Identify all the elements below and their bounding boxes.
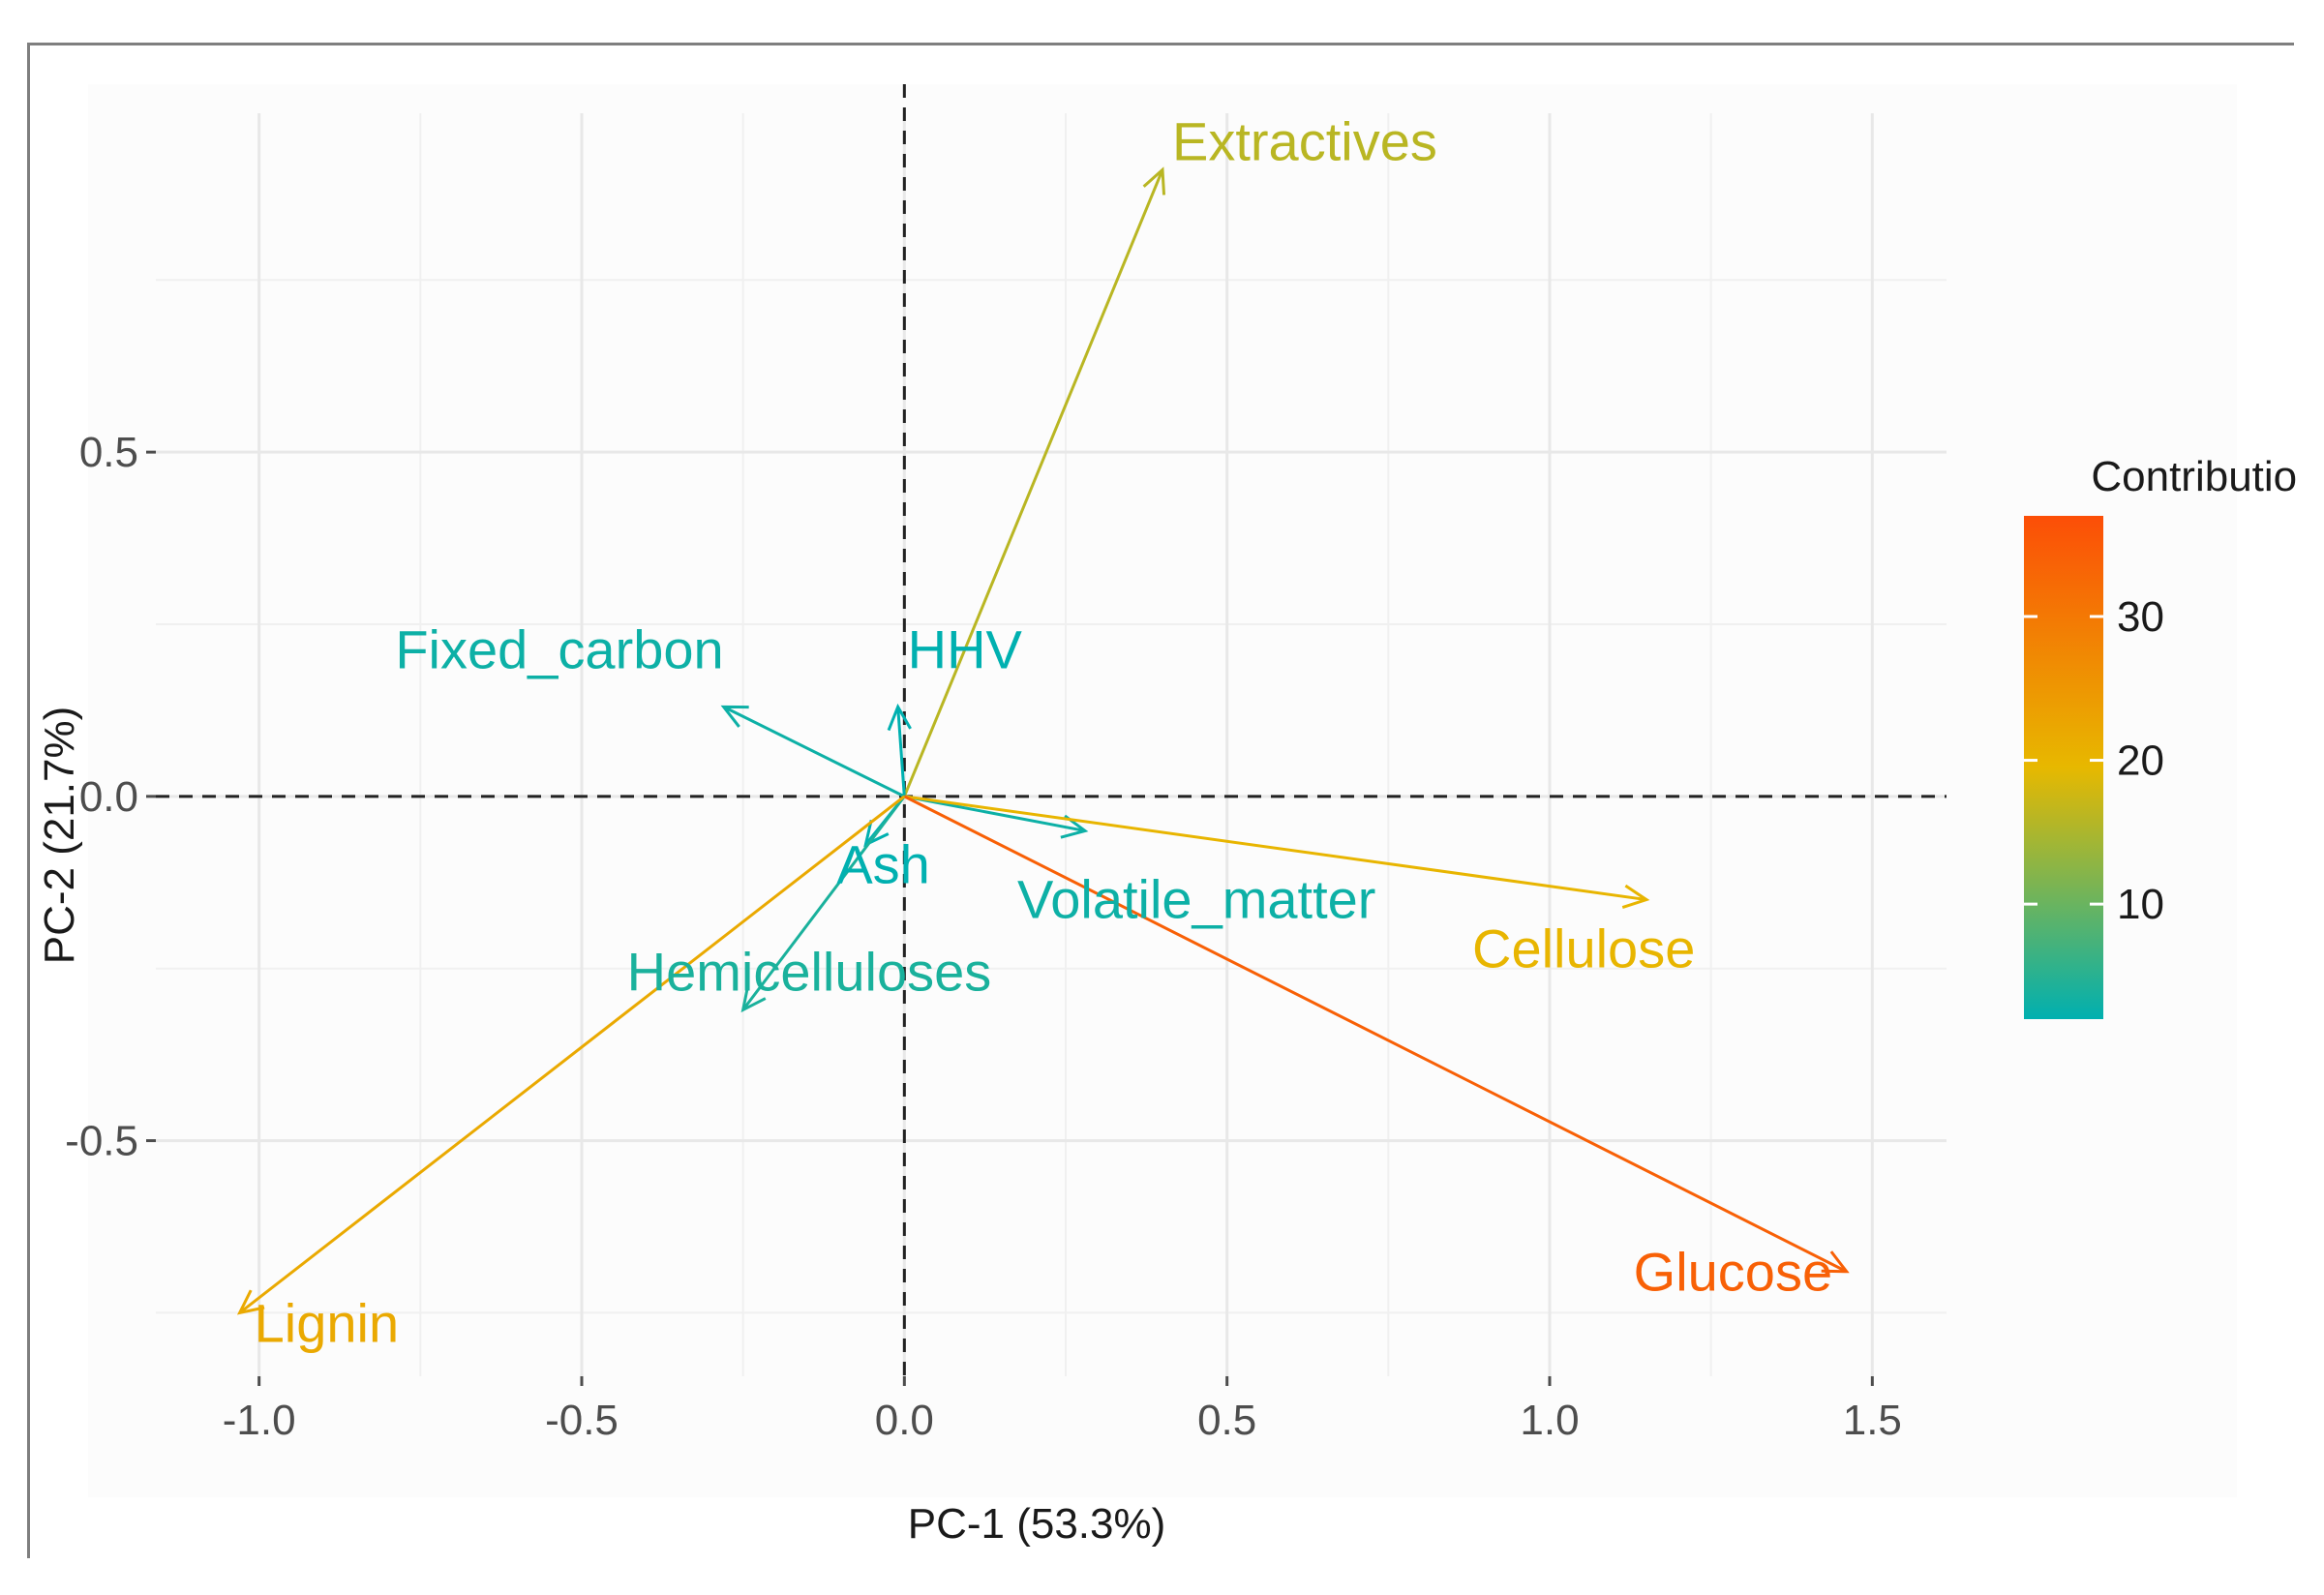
variable-label-hhv: HHV: [908, 618, 1023, 679]
arrowhead-fixed_carbon: [720, 705, 749, 728]
arrow-volatile_matter: [904, 795, 1086, 832]
y-axis-ticks: -0.5 0.0 0.5: [65, 429, 156, 1165]
legend-tick-label: 20: [2117, 737, 2164, 785]
arrowhead-cellulose: [1621, 884, 1650, 909]
x-axis-title: PC-1 (53.3%): [908, 1500, 1166, 1548]
arrowhead-glucose: [1821, 1250, 1850, 1274]
legend-tick-label: 30: [2117, 593, 2164, 641]
arrowhead-hemicelluloses: [740, 984, 767, 1013]
arrowhead-ash: [863, 819, 890, 848]
contribution-legend: Contribution 10 20 30: [2024, 453, 2297, 1019]
x-tick-label: 0.0: [875, 1397, 934, 1444]
variable-arrows: [236, 166, 1850, 1315]
arrow-lignin: [238, 795, 906, 1314]
variable-label-ash: Ash: [836, 834, 930, 895]
legend-title: Contribution: [2091, 453, 2297, 500]
y-tick-label: 0.0: [79, 773, 138, 821]
variable-label-cellulose: Cellulose: [1472, 918, 1695, 979]
x-axis-ticks: -1.0 -0.5 0.0 0.5 1.0 1.5: [223, 1376, 1902, 1444]
y-axis-title: PC-2 (21.7%): [36, 707, 83, 965]
variable-label-glucose: Glucose: [1634, 1242, 1832, 1303]
minor-gridlines: [156, 113, 1947, 1376]
pca-biplot-chart: Extractives Fixed_carbon HHV Ash Volatile_ma…: [30, 45, 2297, 1561]
variable-label-volatile_matter: Volatile_matter: [1017, 868, 1375, 929]
legend-ticks: 10 20 30: [2024, 593, 2164, 928]
plot-canvas: [88, 84, 2237, 1497]
arrow-hemicelluloses: [741, 795, 906, 1011]
variable-labels: Extractives Fixed_carbon HHV Ash Volatile_ma…: [255, 110, 1832, 1353]
arrow-glucose: [903, 795, 1848, 1274]
x-tick-label: 1.0: [1520, 1397, 1579, 1444]
arrowhead-extractives: [1142, 166, 1166, 196]
variable-label-hemicelluloses: Hemicelluloses: [627, 941, 992, 1002]
y-tick-label: -0.5: [65, 1118, 138, 1165]
arrow-cellulose: [904, 795, 1647, 902]
variable-label-extractives: Extractives: [1172, 110, 1437, 171]
legend-tick-label: 10: [2117, 881, 2164, 928]
x-tick-label: 1.5: [1843, 1397, 1902, 1444]
arrowhead-hhv: [887, 703, 912, 732]
x-tick-label: -1.0: [223, 1397, 296, 1444]
major-gridlines: [156, 113, 1947, 1376]
arrow-fixed_carbon: [723, 706, 905, 798]
variable-label-lignin: Lignin: [255, 1292, 399, 1353]
figure-frame: Extractives Fixed_carbon HHV Ash Volatile_ma…: [27, 43, 2297, 1561]
x-tick-label: -0.5: [545, 1397, 619, 1444]
legend-colorbar: [2024, 516, 2103, 1019]
arrowhead-lignin: [236, 1289, 265, 1315]
y-tick-label: 0.5: [79, 429, 138, 476]
arrow-hhv: [896, 707, 906, 797]
variable-label-fixed_carbon: Fixed_carbon: [395, 618, 723, 679]
reference-lines: [156, 84, 1947, 1376]
arrow-extractives: [902, 168, 1164, 798]
x-tick-label: 0.5: [1197, 1397, 1256, 1444]
